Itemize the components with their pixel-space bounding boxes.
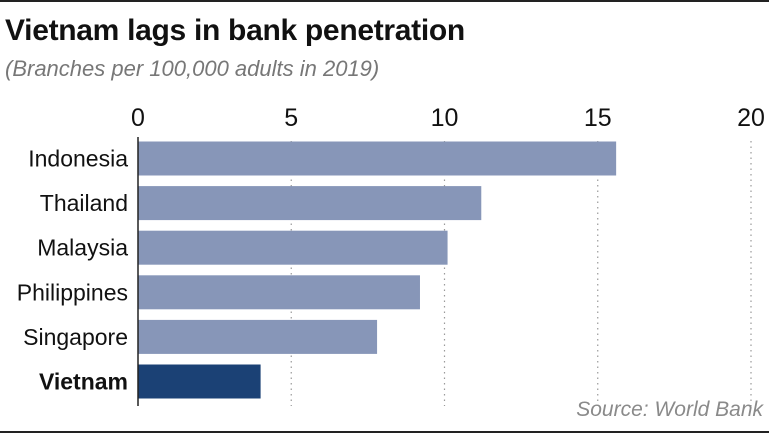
bar [138, 275, 420, 310]
x-tick-label: 0 [131, 104, 145, 132]
bar [138, 186, 482, 221]
category-label: Malaysia [37, 235, 128, 261]
top-rule [0, 0, 769, 2]
chart-subtitle: (Branches per 100,000 adults in 2019) [5, 56, 380, 81]
bar [138, 141, 617, 176]
bottom-rule [0, 431, 769, 433]
source-note: Source: World Bank [576, 398, 763, 421]
x-tick-label: 10 [431, 104, 459, 132]
bar [138, 364, 261, 399]
x-tick-label: 15 [584, 104, 612, 132]
chart-title: Vietnam lags in bank penetration [5, 14, 465, 47]
category-label: Indonesia [28, 146, 128, 172]
x-tick-label: 20 [737, 104, 765, 132]
bar [138, 230, 448, 265]
x-tick-label: 5 [284, 104, 298, 132]
category-label: Philippines [17, 279, 128, 305]
category-label: Thailand [40, 190, 128, 216]
category-label: Singapore [23, 324, 128, 350]
category-label: Vietnam [39, 369, 128, 395]
bar [138, 319, 378, 354]
